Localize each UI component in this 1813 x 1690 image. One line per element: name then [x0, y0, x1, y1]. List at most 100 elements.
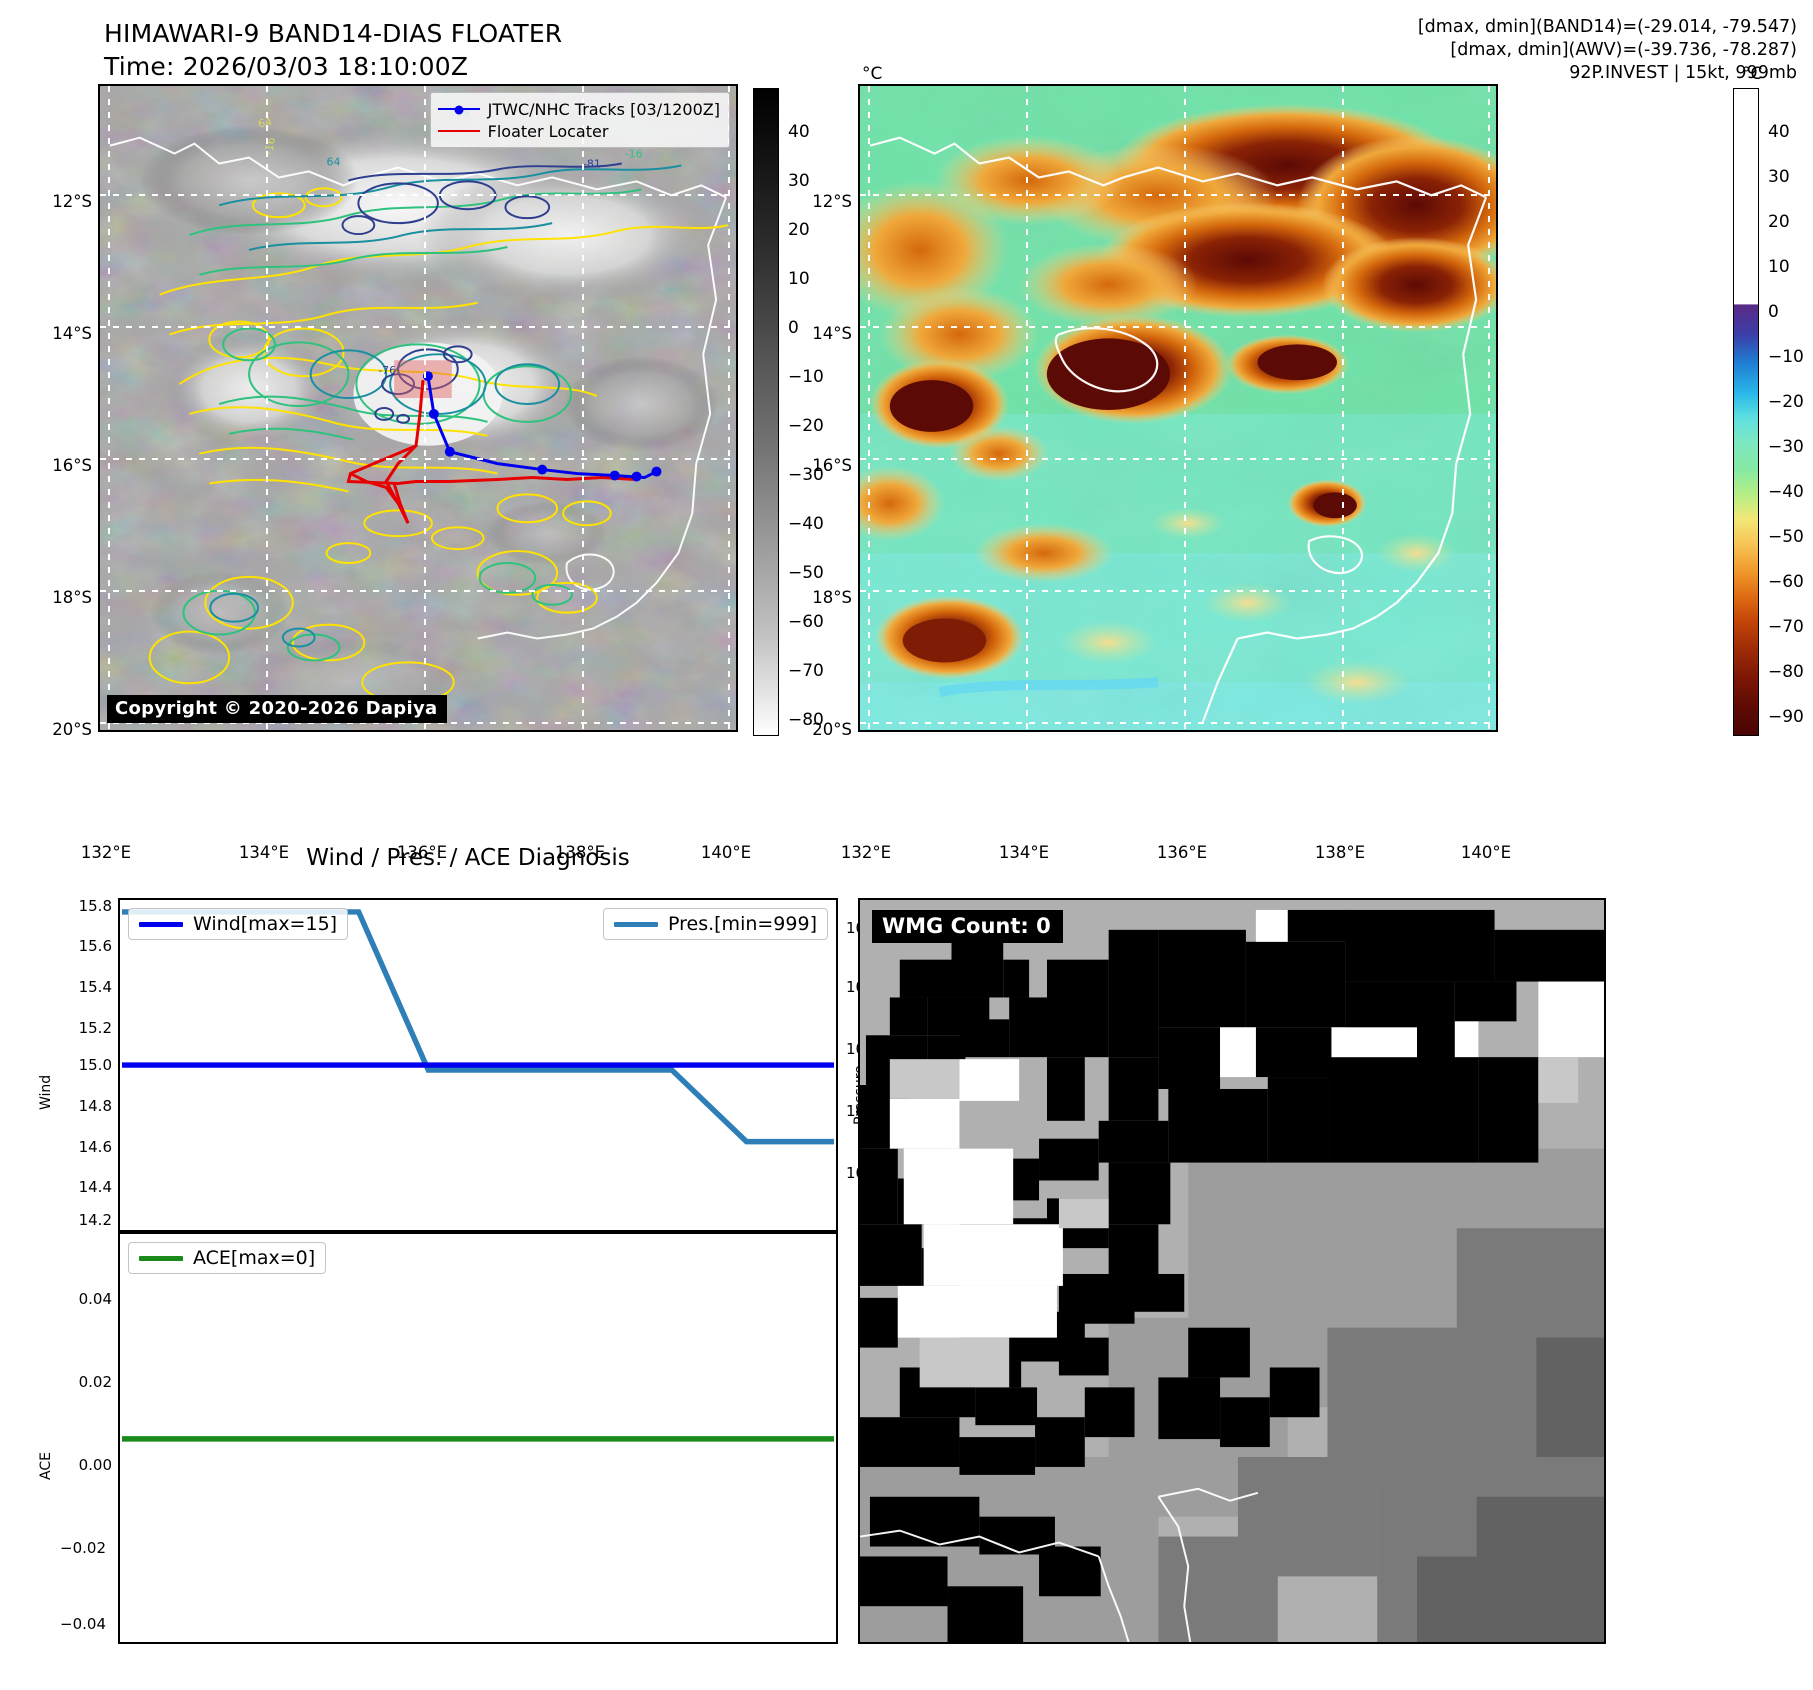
ir-gridline-lat-16S	[100, 458, 736, 460]
ir-gridline-lat-12S	[100, 194, 736, 196]
awv-cbar-tick-m20: −20	[1768, 392, 1804, 412]
wind-tick-15-0: 15.0	[78, 1056, 112, 1074]
ir-cbar-tick-m30: −30	[788, 465, 824, 485]
legend-pressure-label: Pres.[min=999]	[668, 913, 817, 935]
legend-item-jtwc-track[interactable]: JTWC/NHC Tracks [03/1200Z]	[437, 98, 720, 120]
awv-cbar-tick-m60: −60	[1768, 572, 1804, 592]
awv-lat-tick-12S: 12°S	[812, 192, 852, 211]
awv-gridline-lon-140E	[1488, 86, 1490, 730]
legend-label-jtwc: JTWC/NHC Tracks [03/1200Z]	[487, 99, 720, 119]
ir-map-legend: JTWC/NHC Tracks [03/1200Z] Floater Locat…	[429, 92, 730, 148]
diagnosis-chart-title: Wind / Pres. / ACE Diagnosis	[306, 845, 630, 871]
title-line-1: HIMAWARI-9 BAND14-DIAS FLOATER	[104, 19, 563, 48]
wmg-count-badge: WMG Count: 0	[872, 910, 1063, 943]
awv-cbar-tick-m10: −10	[1768, 347, 1804, 367]
awv-cbar-tick-m80: −80	[1768, 662, 1804, 682]
ace-tick-0-02: 0.02	[78, 1373, 112, 1391]
ir-lon-tick-140E: 140°E	[700, 843, 752, 862]
awv-cbar-tick-0: 0	[1768, 302, 1779, 322]
ir-lon-tick-138E: 138°E	[554, 843, 606, 862]
legend-pressure[interactable]: Pres.[min=999]	[603, 908, 828, 940]
awv-gridline-lon-134E	[1026, 86, 1028, 730]
ir-gridline-lat-18S	[100, 590, 736, 592]
awv-colorbar	[1733, 88, 1759, 736]
ir-cbar-tick-m70: −70	[788, 661, 824, 681]
awv-gridline-lat-12S	[860, 194, 1496, 196]
awv-cbar-tick-30: 30	[1768, 167, 1790, 187]
ir-cbar-tick-40: 40	[788, 122, 810, 142]
wind-tick-15-8: 15.8	[78, 897, 112, 915]
awv-lon-tick-132E: 132°E	[840, 843, 892, 862]
header-statistics: [dmax, dmin](BAND14)=(-29.014, -79.547) …	[1418, 16, 1797, 85]
pressure-color-swatch-icon	[614, 921, 658, 927]
ir-gridline-lon-138E	[582, 86, 584, 730]
wmg-classification-map[interactable]: WMG Count: 0	[858, 898, 1606, 1644]
awv-cbar-tick-20: 20	[1768, 212, 1790, 232]
wind-tick-14-2: 14.2	[78, 1211, 112, 1229]
wind-tick-15-2: 15.2	[78, 1019, 112, 1037]
awv-imagery	[860, 86, 1496, 730]
wind-tick-15-4: 15.4	[78, 978, 112, 996]
ir-colorbar	[753, 88, 779, 736]
wind-pressure-chart[interactable]: Wind[max=15] Pres.[min=999]	[118, 898, 838, 1232]
ir-cbar-tick-m40: −40	[788, 514, 824, 534]
awv-cbar-tick-m90: −90	[1768, 707, 1804, 727]
svg-text:64: 64	[327, 155, 341, 168]
awv-lat-tick-20S: 20°S	[812, 720, 852, 739]
awv-gridline-lon-132E	[868, 86, 870, 730]
ir-lat-tick-14S: 14°S	[52, 324, 92, 343]
infrared-satellite-map[interactable]: 64 -16 64 64 -16 -81 -76	[98, 84, 738, 732]
awv-cbar-tick-10: 10	[1768, 257, 1790, 277]
ir-lat-tick-18S: 18°S	[52, 588, 92, 607]
ace-tick-0-04: 0.04	[78, 1290, 112, 1308]
svg-text:-81: -81	[583, 157, 601, 170]
awv-lon-tick-138E: 138°E	[1314, 843, 1366, 862]
awv-gridline-lon-136E	[1184, 86, 1186, 730]
awv-cbar-tick-m50: −50	[1768, 527, 1804, 547]
ir-cbar-tick-0: 0	[788, 318, 799, 338]
awv-cbar-tick-m40: −40	[1768, 482, 1804, 502]
wmg-imagery	[860, 900, 1604, 1642]
ace-tick-0-00: 0.00	[78, 1456, 112, 1474]
legend-ace-label: ACE[max=0]	[193, 1247, 316, 1269]
legend-wind[interactable]: Wind[max=15]	[128, 908, 349, 940]
ir-imagery: 64 -16 64 64 -16 -81 -76	[100, 86, 736, 730]
svg-text:64: 64	[257, 115, 273, 131]
wind-color-swatch-icon	[139, 921, 183, 927]
ir-lat-tick-16S: 16°S	[52, 456, 92, 475]
track-line-icon	[437, 105, 480, 115]
ir-lat-tick-20S: 20°S	[52, 720, 92, 739]
wind-pressure-plot-area	[121, 909, 834, 1145]
ir-colorbar-unit: °C	[862, 64, 883, 84]
awv-lat-tick-16S: 16°S	[812, 456, 852, 475]
legend-wind-label: Wind[max=15]	[193, 913, 338, 935]
awv-colorbar-unit: °C	[1742, 64, 1763, 84]
legend-label-floater: Floater Locater	[487, 121, 609, 141]
stat-band14: [dmax, dmin](BAND14)=(-29.014, -79.547)	[1417, 17, 1797, 37]
ir-lon-tick-134E: 134°E	[238, 843, 290, 862]
legend-ace[interactable]: ACE[max=0]	[128, 1242, 327, 1274]
awv-gridline-lat-16S	[860, 458, 1496, 460]
ace-chart[interactable]: ACE[max=0]	[118, 1232, 838, 1644]
awv-cbar-tick-m30: −30	[1768, 437, 1804, 457]
copyright-banner: Copyright © 2020-2026 Dapiya	[107, 695, 448, 723]
floater-line-icon	[437, 130, 480, 132]
awv-gridline-lat-20S	[860, 722, 1496, 724]
ace-plot-area	[121, 1436, 834, 1442]
ir-cbar-tick-m10: −10	[788, 367, 824, 387]
ir-lat-tick-12S: 12°S	[52, 192, 92, 211]
water-vapor-satellite-map[interactable]	[858, 84, 1498, 732]
wind-tick-14-4: 14.4	[78, 1178, 112, 1196]
pressure-series-line	[121, 909, 834, 1145]
title-line-2: Time: 2026/03/03 18:10:00Z	[104, 51, 469, 81]
wind-tick-15-6: 15.6	[78, 937, 112, 955]
ir-lon-tick-136E: 136°E	[396, 843, 448, 862]
ir-cbar-tick-30: 30	[788, 171, 810, 191]
awv-gridline-lat-14S	[860, 326, 1496, 328]
ir-cbar-tick-10: 10	[788, 269, 810, 289]
svg-text:-76: -76	[378, 364, 396, 377]
page-title: HIMAWARI-9 BAND14-DIAS FLOATER Time: 202…	[104, 18, 562, 83]
ir-gridline-lon-136E	[424, 86, 426, 730]
ir-gridline-lat-14S	[100, 326, 736, 328]
legend-item-floater-locater[interactable]: Floater Locater	[437, 120, 720, 142]
